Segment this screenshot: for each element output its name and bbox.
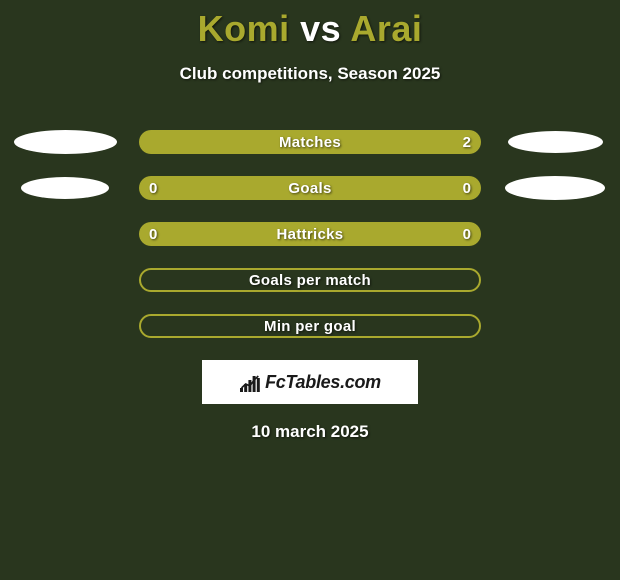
right-ellipse-slot (501, 176, 609, 200)
stat-bar: 0 Goals 0 (139, 176, 481, 200)
vs-text: vs (290, 8, 351, 49)
stat-label: Min per goal (264, 318, 356, 335)
stat-label: Goals per match (249, 272, 371, 289)
right-ellipse (508, 131, 603, 153)
stat-value-right: 0 (463, 180, 471, 197)
left-ellipse-slot (11, 130, 119, 154)
stat-label: Matches (279, 134, 341, 151)
stat-row: 0 Hattricks 0 (0, 222, 620, 246)
subtitle: Club competitions, Season 2025 (0, 64, 620, 84)
logo-box: FcTables.com (202, 360, 418, 404)
page-title: Komi vs Arai (0, 0, 620, 50)
stat-bar: Goals per match (139, 268, 481, 292)
stat-row: 0 Goals 0 (0, 176, 620, 200)
date-text: 10 march 2025 (0, 422, 620, 442)
stats-rows: Matches 2 0 Goals 0 0 Hattricks 0 Goals per matc… (0, 130, 620, 338)
stat-bar: Matches 2 (139, 130, 481, 154)
stat-label: Goals (288, 180, 331, 197)
right-ellipse-slot (501, 131, 609, 153)
player2-name: Arai (350, 8, 422, 49)
stat-row: Min per goal (0, 314, 620, 338)
logo-text: FcTables.com (265, 372, 381, 393)
stat-row: Goals per match (0, 268, 620, 292)
stat-value-right: 2 (463, 134, 471, 151)
stat-label: Hattricks (277, 226, 344, 243)
stat-value-left: 0 (149, 226, 157, 243)
player1-name: Komi (198, 8, 290, 49)
left-ellipse (21, 177, 109, 199)
stat-value-left: 0 (149, 180, 157, 197)
stat-bar: Min per goal (139, 314, 481, 338)
stat-bar: 0 Hattricks 0 (139, 222, 481, 246)
left-ellipse (14, 130, 117, 154)
stat-value-right: 0 (463, 226, 471, 243)
right-ellipse (505, 176, 605, 200)
stat-row: Matches 2 (0, 130, 620, 154)
left-ellipse-slot (11, 177, 119, 199)
logo-chart-icon (239, 372, 261, 392)
